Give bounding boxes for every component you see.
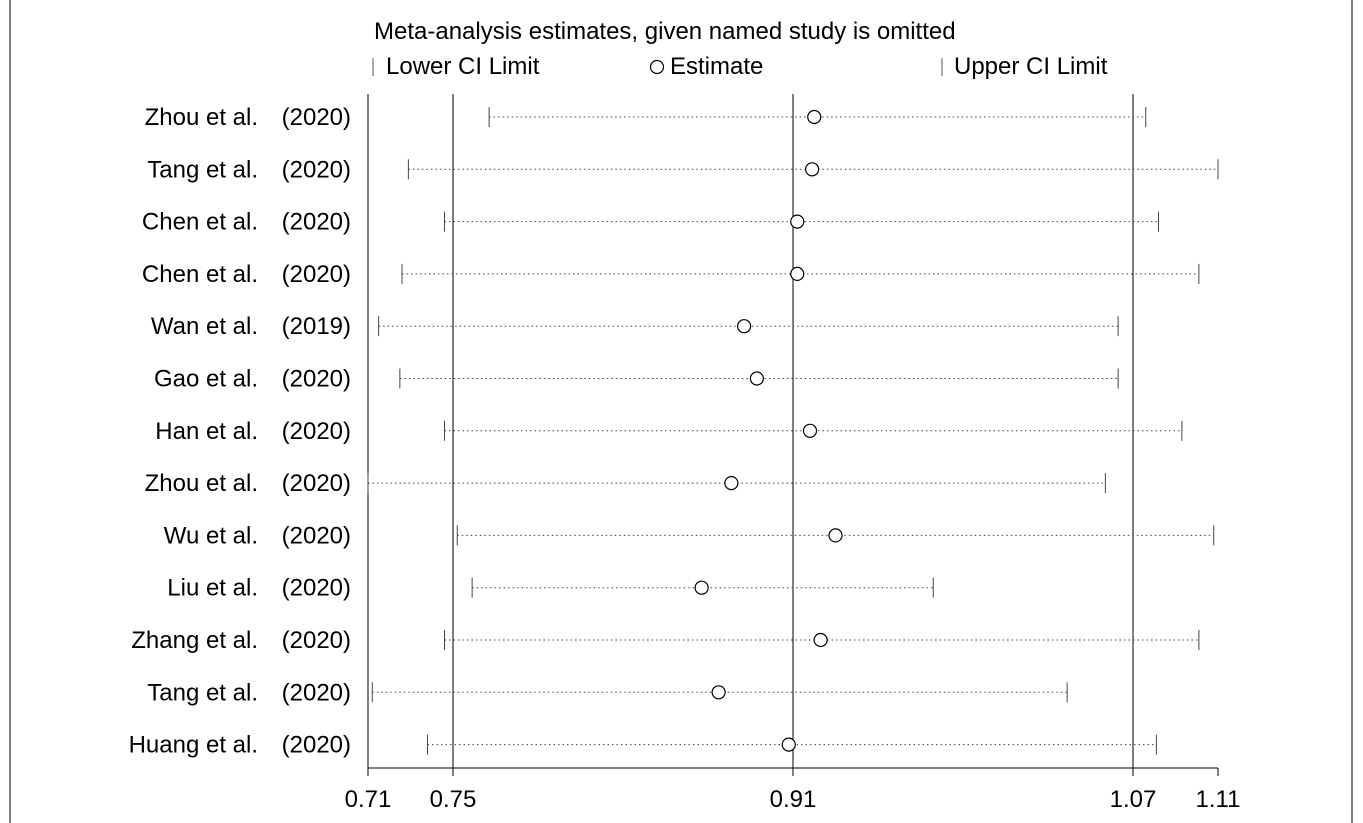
study-name-label: Gao et al.: [154, 366, 258, 393]
study-year-label: (2020): [282, 522, 351, 549]
study-row: Tang et al. (2020): [147, 679, 1068, 706]
study-rows: Zhou et al. (2020)Tang et al. (2020)Chen e…: [129, 104, 1219, 759]
study-year-label: (2020): [282, 470, 351, 497]
study-name-label: Tang et al.: [147, 679, 258, 706]
estimate-marker: [790, 266, 805, 281]
study-year-label: (2020): [282, 261, 351, 288]
study-row: Tang et al. (2020): [147, 156, 1219, 183]
estimate-marker: [828, 528, 843, 543]
study-name-label: Wan et al.: [151, 313, 258, 340]
study-row: Gao et al. (2020): [154, 366, 1119, 393]
study-year-label: (2020): [282, 627, 351, 654]
estimate-marker: [711, 685, 726, 700]
legend: Lower CI Limit Estimate Upper CI Limit: [372, 53, 1108, 80]
study-year-label: (2020): [282, 418, 351, 445]
estimate-marker: [781, 737, 796, 752]
study-name-label: Zhou et al.: [145, 470, 258, 497]
study-year-label: (2019): [282, 313, 351, 340]
study-name-label: Zhou et al.: [145, 104, 258, 131]
study-name-label: Chen et al.: [142, 261, 258, 288]
legend-upper-ci-label: Upper CI Limit: [954, 53, 1108, 80]
estimate-marker: [805, 162, 820, 177]
estimate-marker: [749, 371, 764, 386]
study-year-label: (2020): [282, 732, 351, 759]
study-row: Huang et al. (2020): [129, 732, 1157, 759]
study-name-label: Tang et al.: [147, 156, 258, 183]
study-row: Zhang et al. (2020): [131, 627, 1200, 654]
estimate-marker: [790, 214, 805, 229]
estimate-marker: [737, 319, 752, 334]
estimate-marker: [813, 632, 828, 648]
study-name-label: Liu et al.: [167, 575, 258, 602]
study-year-label: (2020): [282, 575, 351, 602]
estimate-marker: [802, 423, 818, 438]
study-year-label: (2020): [282, 156, 351, 183]
study-row: Wan et al. (2019): [151, 313, 1119, 340]
x-tick-label: 0.71: [345, 786, 392, 813]
study-name-label: Chen et al.: [142, 209, 258, 236]
study-name-label: Wu et al.: [164, 522, 258, 549]
x-tick-label: 1.07: [1110, 786, 1157, 813]
study-year-label: (2020): [282, 209, 351, 236]
x-tick-label: 0.91: [770, 786, 817, 813]
study-name-label: Han et al.: [155, 418, 258, 445]
study-row: Wu et al. (2020): [164, 522, 1215, 549]
x-tick-label: 0.75: [430, 786, 477, 813]
x-axis-ticks: 0.71 0.75 0.91 1.07 1.11: [345, 768, 1241, 813]
study-row: Zhou et al. (2020): [145, 104, 1147, 131]
x-tick-label: 1.11: [1196, 786, 1241, 813]
legend-estimate-icon: [649, 59, 665, 75]
legend-lower-ci-label: Lower CI Limit: [386, 53, 540, 80]
estimate-marker: [694, 580, 709, 595]
study-row: Liu et al. (2020): [167, 575, 934, 602]
chart-title: Meta-analysis estimates, given named stu…: [374, 18, 956, 45]
study-year-label: (2020): [282, 679, 351, 706]
study-row: Han et al. (2020): [155, 418, 1183, 445]
study-year-label: (2020): [282, 366, 351, 393]
study-year-label: (2020): [282, 104, 351, 131]
study-row: Chen et al. (2020): [142, 261, 1200, 288]
legend-estimate-label: Estimate: [670, 53, 763, 80]
study-row: Chen et al. (2020): [142, 209, 1159, 236]
study-name-label: Zhang et al.: [131, 627, 258, 654]
study-name-label: Huang et al.: [129, 732, 258, 759]
estimate-marker: [724, 476, 739, 491]
study-row: Zhou et al. (2020): [145, 470, 1106, 497]
estimate-marker: [807, 109, 822, 125]
